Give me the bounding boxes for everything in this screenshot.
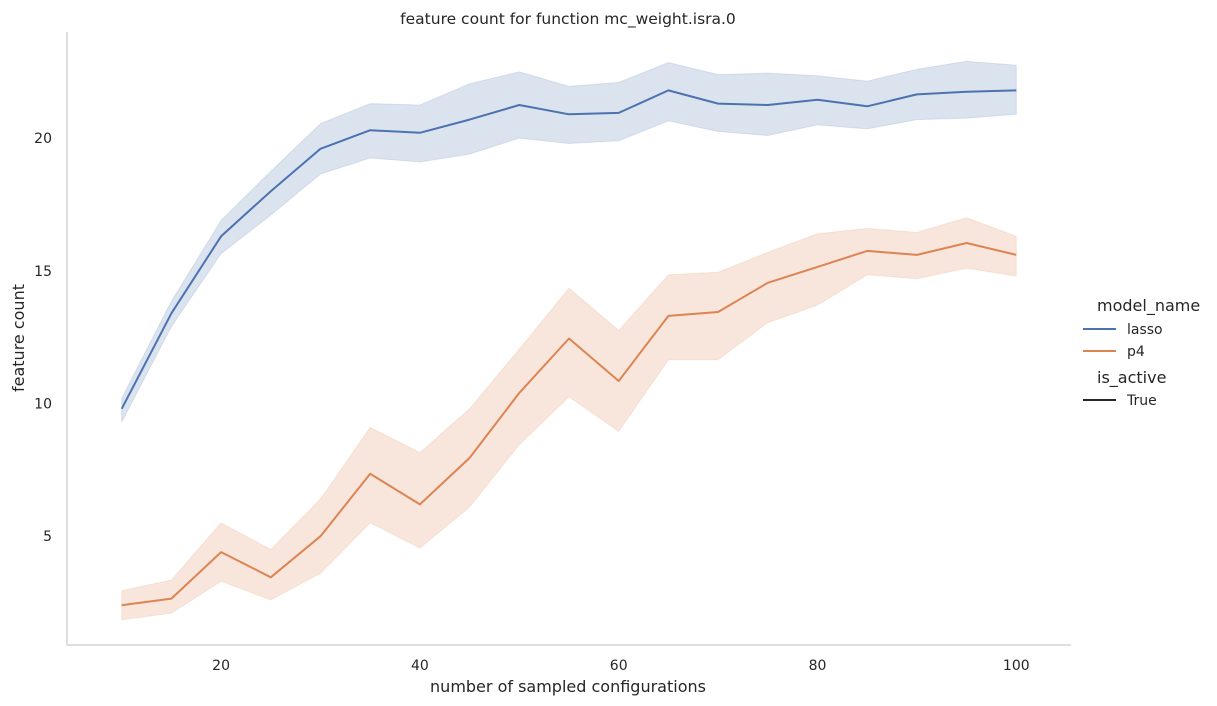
legend: model_name lasso p4 is_active True	[1083, 296, 1200, 409]
y-tick-label: 20	[34, 131, 52, 147]
y-axis-label: feature count	[9, 284, 28, 392]
style-legend-label: True	[1126, 393, 1157, 409]
ci-bands	[121, 60, 1017, 621]
p4-legend-label: p4	[1127, 344, 1145, 360]
lasso-legend-label: lasso	[1127, 322, 1163, 338]
y-tick-label: 5	[43, 529, 52, 545]
x-tick-label: 100	[1003, 658, 1030, 674]
p4-series-line	[121, 242, 1017, 607]
legend-style-entries: True	[1083, 393, 1157, 409]
x-ticks: 20 40 60 80 100	[212, 658, 1029, 674]
y-tick-label: 15	[34, 264, 52, 280]
x-tick-label: 20	[212, 658, 230, 674]
p4-ci-band	[121, 217, 1017, 621]
y-tick-label: 10	[34, 397, 52, 413]
x-tick-label: 80	[809, 658, 827, 674]
series-lines	[120, 89, 1017, 607]
legend-style-title: is_active	[1097, 368, 1166, 388]
x-tick-label: 60	[610, 658, 628, 674]
y-ticks: 5 10 15 20	[34, 131, 52, 545]
legend-hue-title: model_name	[1097, 296, 1200, 316]
lasso-ci-band	[121, 60, 1017, 423]
x-tick-label: 40	[411, 658, 429, 674]
chart-title: feature count for function mc_weight.isr…	[400, 10, 736, 29]
lasso-series-line	[120, 89, 1017, 410]
legend-series-entries: lasso p4	[1083, 322, 1163, 360]
x-axis-label: number of sampled configurations	[430, 677, 706, 696]
